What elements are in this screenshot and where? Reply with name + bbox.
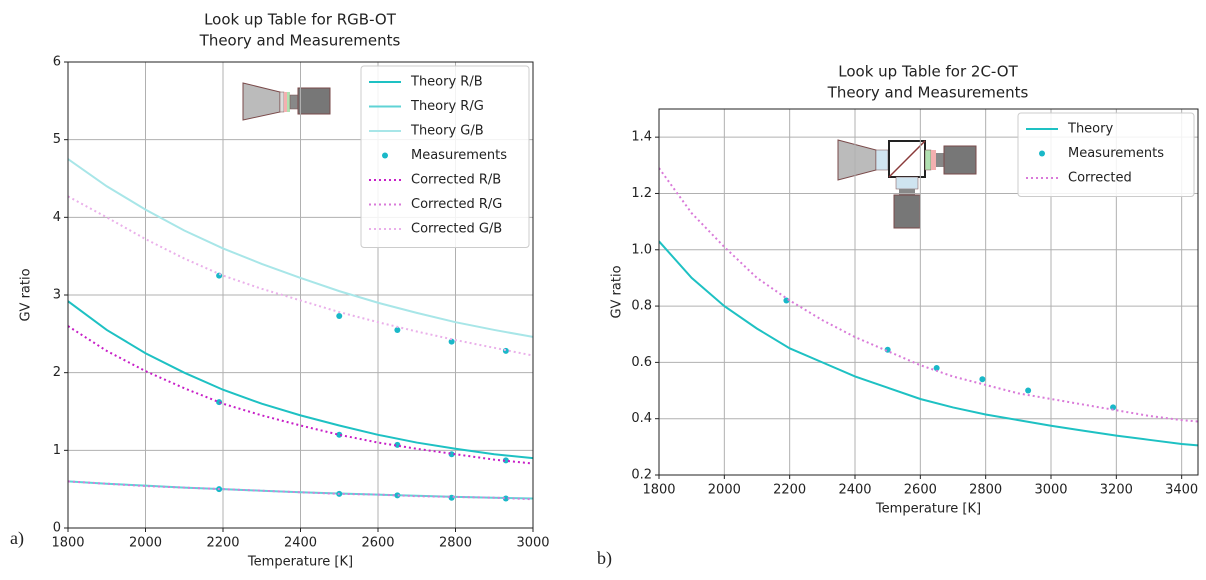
legend-label: Corrected R/G — [411, 197, 502, 212]
series-line — [68, 158, 533, 338]
axes-frame — [658, 108, 1199, 476]
legend-label: Corrected G/B — [411, 222, 502, 237]
legend-label: Theory G/B — [410, 124, 484, 139]
legend-swatch — [1039, 150, 1045, 157]
data-point — [502, 347, 509, 354]
y-tick-label: 0.8 — [631, 299, 652, 314]
x-tick-label: 2800 — [439, 536, 472, 551]
legend-label: Theory R/B — [410, 75, 483, 90]
x-tick-label: 2200 — [773, 483, 806, 498]
y-tick-label: 0.4 — [631, 411, 652, 426]
x-tick-label: 1800 — [51, 536, 84, 551]
data-point — [1025, 387, 1032, 394]
data-point — [336, 431, 343, 438]
data-point — [502, 495, 509, 502]
x-tick-label: 3200 — [1100, 483, 1133, 498]
panel-label: a) — [10, 528, 24, 549]
x-tick-label: 2600 — [904, 483, 937, 498]
series-line — [68, 300, 533, 460]
legend-box — [360, 65, 530, 248]
y-tick-label: 1 — [53, 443, 61, 458]
x-tick-label: 2200 — [206, 536, 239, 551]
legend-label: Theory R/G — [410, 99, 484, 114]
y-tick-label: 0 — [53, 521, 61, 536]
x-tick-label: 2000 — [129, 536, 162, 551]
y-tick-label: 0.6 — [631, 355, 652, 370]
x-tick-label: 2000 — [708, 483, 741, 498]
axes-frame — [67, 61, 534, 529]
chart-title: Look up Table for RGB-OT — [204, 11, 397, 29]
legend-label: Corrected — [1068, 171, 1132, 186]
y-tick-label: 1.4 — [631, 130, 652, 145]
chart-title: Look up Table for 2C-OT — [838, 63, 1018, 81]
legend-label: Theory — [1067, 122, 1113, 137]
plot-area — [659, 167, 1198, 447]
legend-box — [1017, 112, 1195, 197]
x-tick-label: 3000 — [1034, 483, 1067, 498]
x-tick-label: 2600 — [361, 536, 394, 551]
x-tick-label: 1800 — [642, 483, 675, 498]
data-point — [216, 272, 223, 279]
data-point — [979, 376, 986, 383]
chart-title: Theory and Measurements — [827, 84, 1029, 102]
data-point — [394, 326, 401, 333]
y-tick-label: 6 — [53, 55, 61, 70]
y-tick-label: 4 — [53, 210, 61, 225]
plot-area — [68, 158, 533, 502]
series-line — [659, 167, 1198, 423]
legend-label: Measurements — [1068, 146, 1164, 161]
y-tick-label: 1.2 — [631, 186, 652, 201]
data-point — [336, 312, 343, 319]
panel-label: b) — [597, 548, 612, 569]
x-tick-label: 3400 — [1165, 483, 1198, 498]
y-tick-label: 5 — [53, 132, 61, 147]
data-point — [933, 365, 940, 372]
x-axis-label: Temperature [K] — [247, 555, 353, 570]
series-line — [659, 240, 1198, 447]
x-axis-label: Temperature [K] — [875, 502, 981, 517]
legend-label: Corrected R/B — [411, 173, 501, 188]
x-tick-label: 2400 — [838, 483, 871, 498]
legend-swatch — [382, 152, 388, 159]
data-point — [394, 492, 401, 499]
y-tick-label: 3 — [53, 288, 61, 303]
y-axis-label: GV ratio — [610, 265, 625, 318]
legend-label: Measurements — [411, 148, 507, 163]
chart-title: Theory and Measurements — [199, 32, 401, 50]
series-line — [68, 195, 533, 357]
data-point — [1110, 404, 1117, 411]
y-tick-label: 0.2 — [631, 468, 652, 483]
x-tick-label: 3000 — [516, 536, 549, 551]
data-point — [448, 338, 455, 345]
x-tick-label: 2800 — [969, 483, 1002, 498]
series-line — [68, 480, 533, 500]
y-axis-label: GV ratio — [19, 268, 34, 321]
y-tick-label: 1.0 — [631, 242, 652, 257]
device-icon — [837, 139, 977, 229]
x-tick-label: 2400 — [284, 536, 317, 551]
data-point — [502, 457, 509, 464]
y-tick-label: 2 — [53, 365, 61, 380]
device-icon — [242, 82, 331, 121]
